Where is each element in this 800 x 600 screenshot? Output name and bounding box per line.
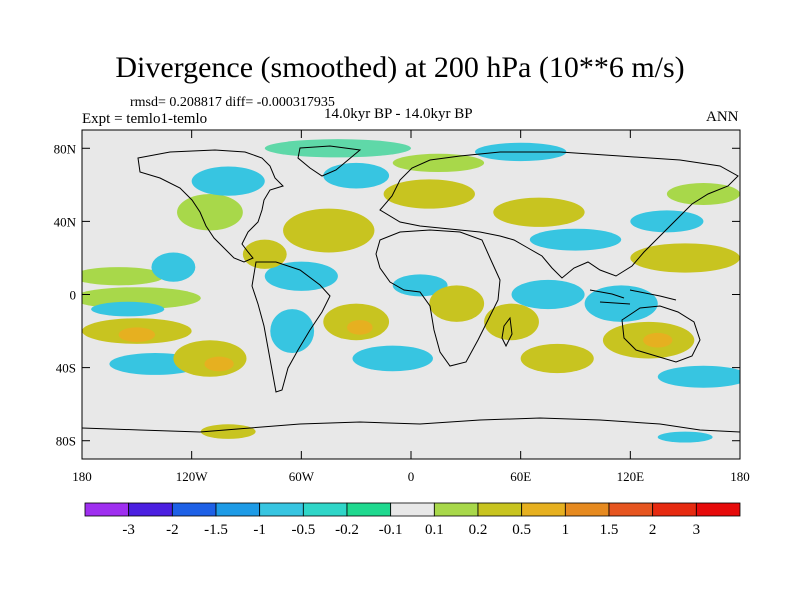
anomaly-s-pac-core [118,327,156,343]
coastline-australia [621,305,701,363]
x-tick-label: 120W [176,469,209,484]
colorbar-swatch [608,502,654,517]
colorbar-swatch [84,502,130,517]
anomaly-asia-blue [529,228,622,251]
anomaly-layer [82,139,740,443]
colorbar-label: 2 [649,522,657,538]
anomaly-indian-s [520,343,594,374]
experiment-label: Expt = temlo1-temlo [82,111,208,127]
colorbar-swatch [346,502,392,517]
anomaly-euro-green [392,153,485,173]
colorbar-swatch [215,502,261,517]
anomaly-ant-yellow [200,424,256,439]
colorbar-swatch [477,502,523,517]
y-tick-label: 80S [56,434,76,449]
coastline-eurasia [379,151,739,279]
anomaly-atl-yellow [283,208,375,253]
x-tick-label: 60W [289,469,315,484]
colorbar-swatch [521,502,566,517]
colorbar-label: -2 [166,522,179,538]
coastline-africa [375,229,501,367]
anomaly-ant-blue [657,431,713,443]
colorbar-swatch [128,502,173,517]
anomaly-afr-blue [392,274,448,297]
colorbar-swatch [259,502,304,517]
colorbar-label: -0.2 [335,522,359,538]
colorbar-label: 0.5 [512,522,531,538]
colorbar-label: 1.5 [600,522,619,538]
anomaly-euro-yellow [383,179,475,209]
anomaly-wpac-blue [630,210,704,233]
colorbar-label: 3 [693,522,701,538]
x-tick-label: 180 [730,469,750,484]
x-tick-label: 180 [72,469,92,484]
anomaly-asia-yellow [493,197,585,227]
anomaly-npac-green2 [666,183,740,205]
anomaly-us-green [177,193,243,231]
colorbar-label: 0.1 [425,522,444,538]
anomaly-greenland-top [264,139,411,158]
x-tick-label: 120E [617,469,645,484]
plot-title: Divergence (smoothed) at 200 hPa (10**6 … [115,51,685,84]
y-tick-label: 80N [54,141,77,156]
period-label: 14.0kyr BP - 14.0kyr BP [324,106,473,122]
anomaly-cent-pac-core [204,356,234,372]
coastline-antarctica [82,417,740,433]
anomaly-atl-blue [264,261,338,291]
anomaly-indian-yellow [484,303,539,341]
colorbar-swatch [390,502,435,517]
anomaly-s-atl-blue [352,345,433,372]
coastline-greenland [297,145,362,177]
y-tick-label: 40N [54,214,77,229]
colorbar-swatch [564,502,610,517]
y-tick-label: 0 [70,288,77,303]
season-label: ANN [706,109,739,125]
colorbar-label: 1 [562,522,570,538]
colorbar-label: -0.5 [291,522,315,538]
anomaly-npac-blue [151,252,196,282]
y-tick-label: 40S [56,361,76,376]
anomaly-greenland-blue [323,162,390,189]
colorbar-swatch [695,502,741,517]
coastline-south-america [251,261,331,393]
anomaly-n-pac-green [82,267,165,286]
x-tick-label: 0 [408,469,415,484]
colorbar-label: 0.2 [469,522,488,538]
colorbar-label: -3 [122,522,135,538]
coastline-north-america [137,149,284,263]
colorbar-swatch [652,502,697,517]
colorbar: -3 -2 -1.5 -1 -0.5 -0.2 -0.1 0.1 0.2 0.5 1 1.5 2 3 [84,502,741,538]
colorbar-label: -1 [253,522,266,538]
anomaly-s-pac-blue [91,301,165,317]
colorbar-label: -1.5 [204,522,228,538]
anomaly-sa-blue [270,309,315,353]
anomaly-canada-blue [191,166,265,196]
anomaly-so-blue [657,365,740,388]
stats-line: rmsd= 0.208817 diff= -0.000317935 [130,95,335,110]
axis-ticks: 80N 40N 0 40S 80S 180 120W 60W 0 60E 120E 180 [54,130,750,484]
coastlines [82,145,740,433]
anomaly-s-atl-core [347,320,373,335]
anomaly-aus-core [643,332,673,348]
colorbar-swatch [302,502,348,517]
colorbar-swatch [171,502,217,517]
coastline-indonesia [589,289,677,305]
colorbar-label: -0.1 [379,522,403,538]
colorbar-swatch [433,502,479,517]
coastline-madagascar [501,316,513,348]
x-tick-label: 60E [510,469,531,484]
anomaly-indian-blue [511,279,585,310]
anomaly-afr-yellow [429,285,485,322]
anomaly-wpac-yellow [630,243,740,273]
